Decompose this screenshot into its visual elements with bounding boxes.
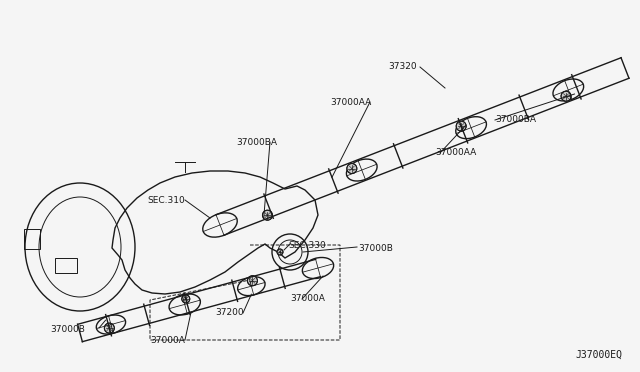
- Text: SEC.310: SEC.310: [147, 196, 185, 205]
- Circle shape: [456, 121, 466, 131]
- Text: 37000B: 37000B: [358, 244, 393, 253]
- Circle shape: [248, 276, 257, 286]
- Text: 37000A: 37000A: [150, 336, 185, 345]
- Circle shape: [182, 295, 190, 303]
- Text: 37000AA: 37000AA: [435, 148, 476, 157]
- Bar: [55, 258, 77, 273]
- Circle shape: [104, 323, 115, 333]
- Circle shape: [561, 91, 571, 101]
- Text: 37200: 37200: [215, 308, 244, 317]
- Circle shape: [347, 164, 357, 173]
- Text: J37000EQ: J37000EQ: [575, 350, 622, 360]
- Text: SEC.330: SEC.330: [288, 241, 326, 250]
- Text: 37000B: 37000B: [50, 325, 85, 334]
- Text: 37000A: 37000A: [290, 294, 325, 303]
- Text: 37000AA: 37000AA: [330, 98, 371, 107]
- Bar: [24, 229, 40, 249]
- Circle shape: [262, 210, 273, 220]
- Text: 37000BA: 37000BA: [236, 138, 277, 147]
- Text: 37320: 37320: [388, 62, 417, 71]
- Circle shape: [277, 249, 283, 255]
- Text: 37000BA: 37000BA: [495, 115, 536, 124]
